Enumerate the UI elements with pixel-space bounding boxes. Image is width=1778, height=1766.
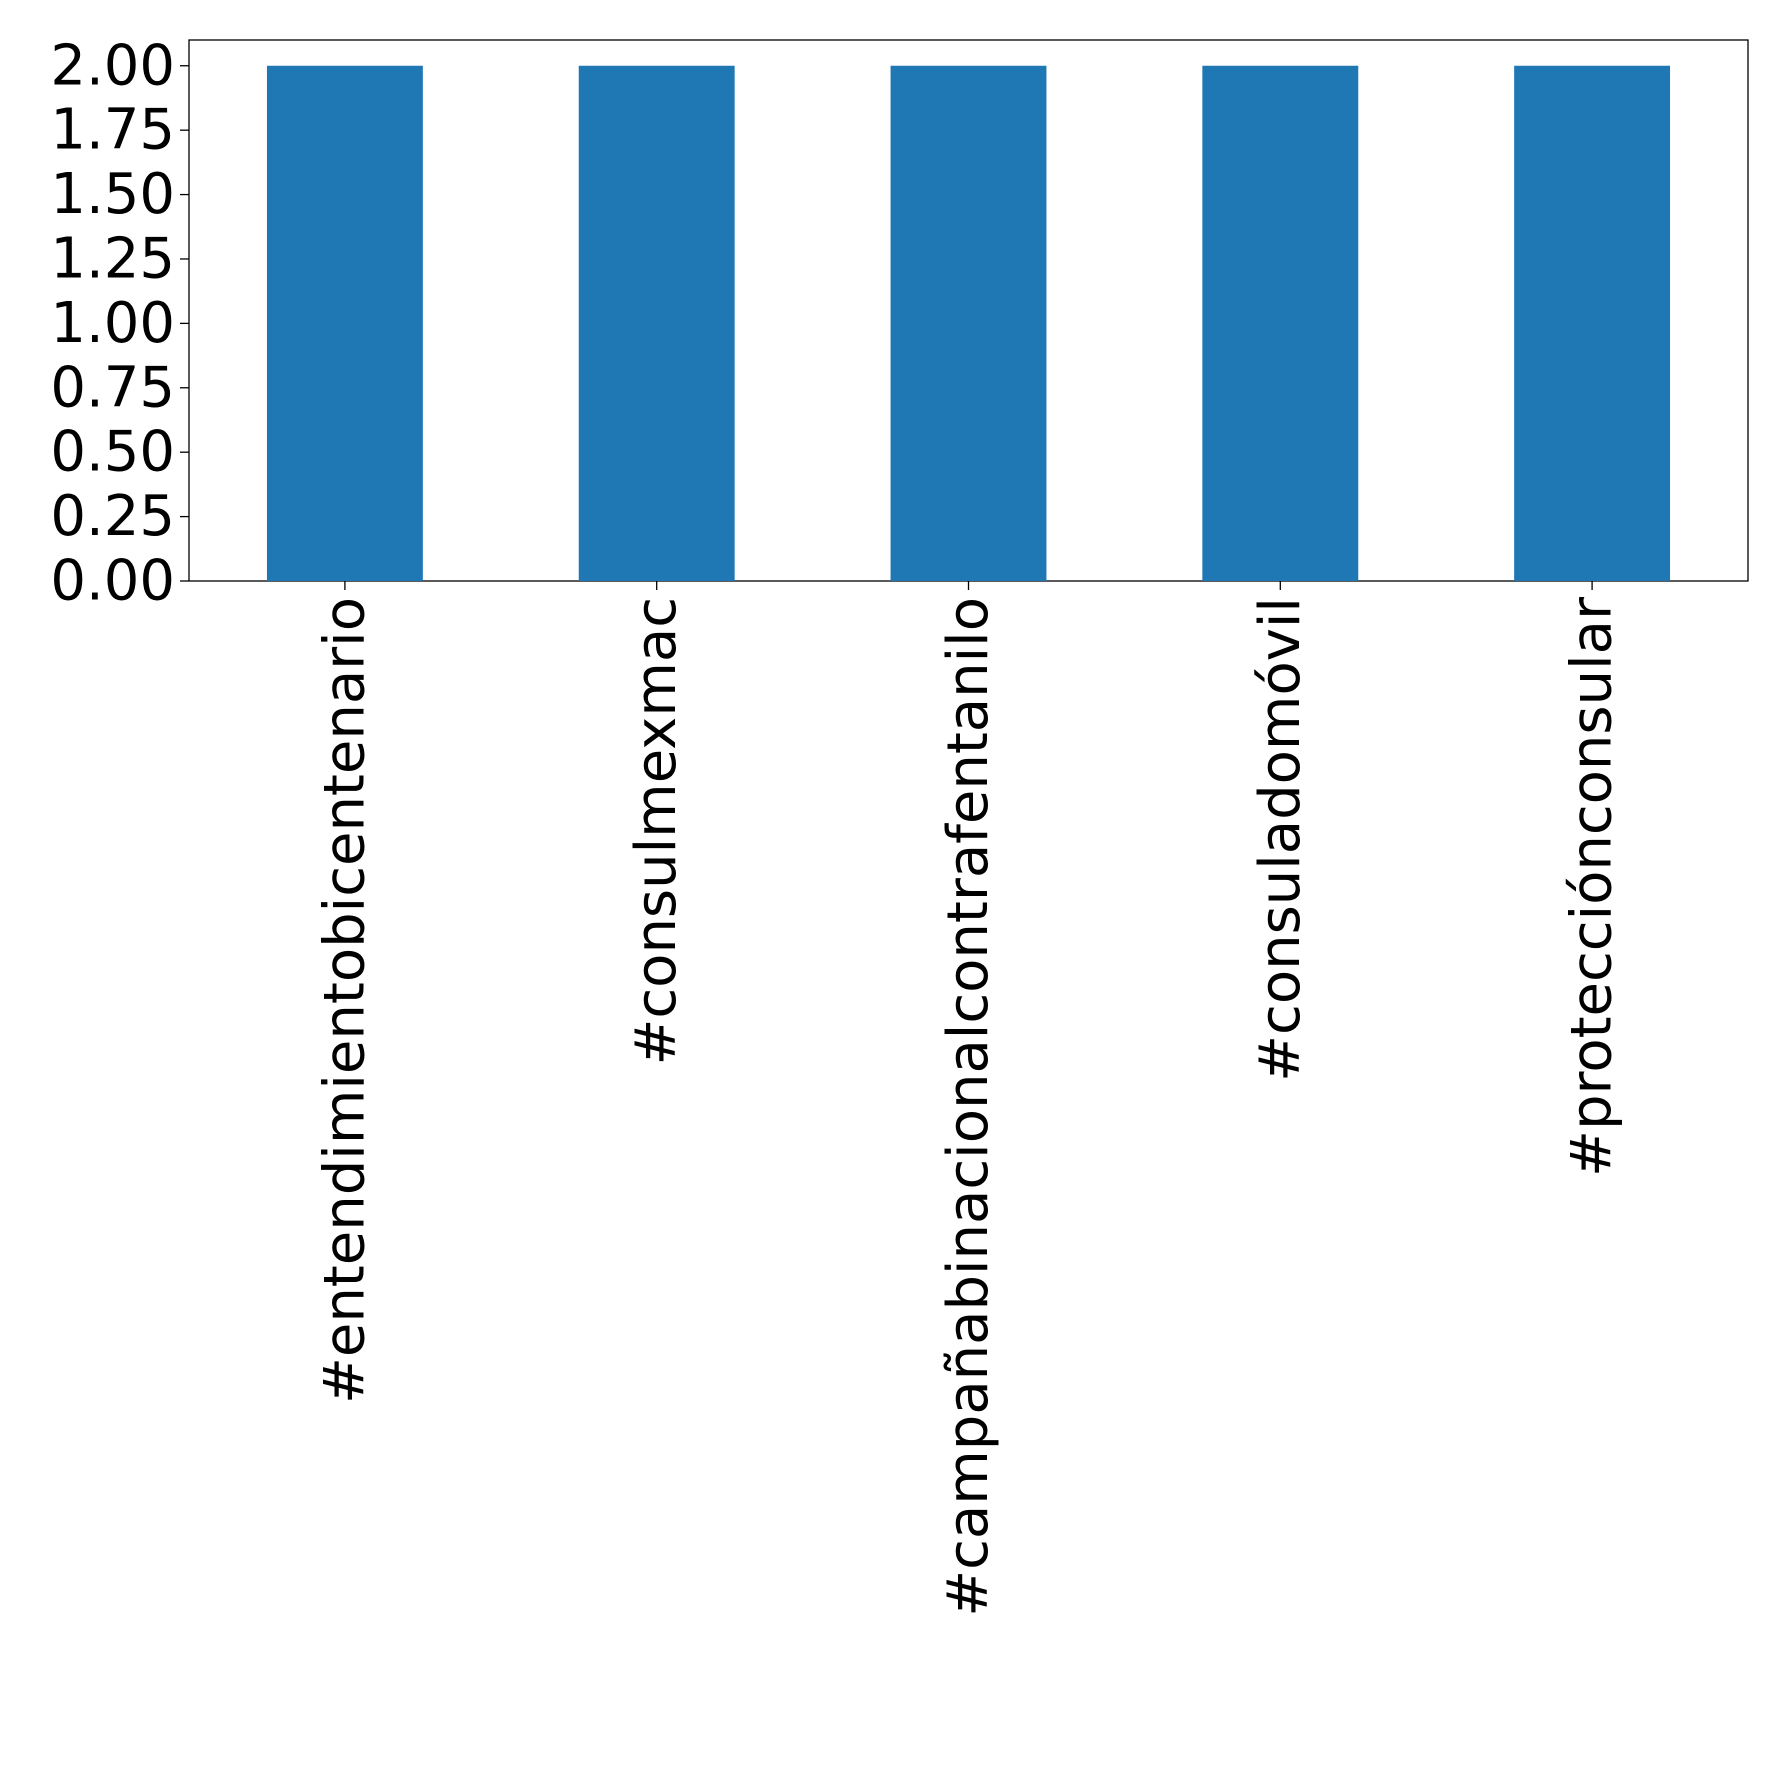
bar: [578, 65, 735, 581]
bar: [890, 65, 1047, 581]
x-tick-label: #campañabinacionalcontrafentanilo: [936, 597, 1001, 1617]
y-tick-label: 1.75: [50, 98, 175, 163]
y-tick-label: 0.25: [50, 484, 175, 549]
bar: [1202, 65, 1359, 581]
y-tick-label: 2.00: [50, 33, 175, 98]
x-tick-label: #consuladomóvil: [1248, 597, 1313, 1082]
y-tick-label: 0.50: [50, 420, 175, 485]
y-tick-label: 1.00: [50, 291, 175, 356]
y-tick-label: 0.75: [50, 355, 175, 420]
bar: [1514, 65, 1671, 581]
bar: [266, 65, 423, 581]
y-tick-label: 1.25: [50, 226, 175, 291]
x-tick-label: #consulmexmac: [624, 597, 689, 1066]
y-tick-label: 0.00: [50, 549, 175, 614]
x-tick-label: #entendimientobicentenario: [312, 597, 377, 1404]
x-tick-label: #protecciónconsular: [1560, 596, 1625, 1177]
y-tick-label: 1.50: [50, 162, 175, 227]
